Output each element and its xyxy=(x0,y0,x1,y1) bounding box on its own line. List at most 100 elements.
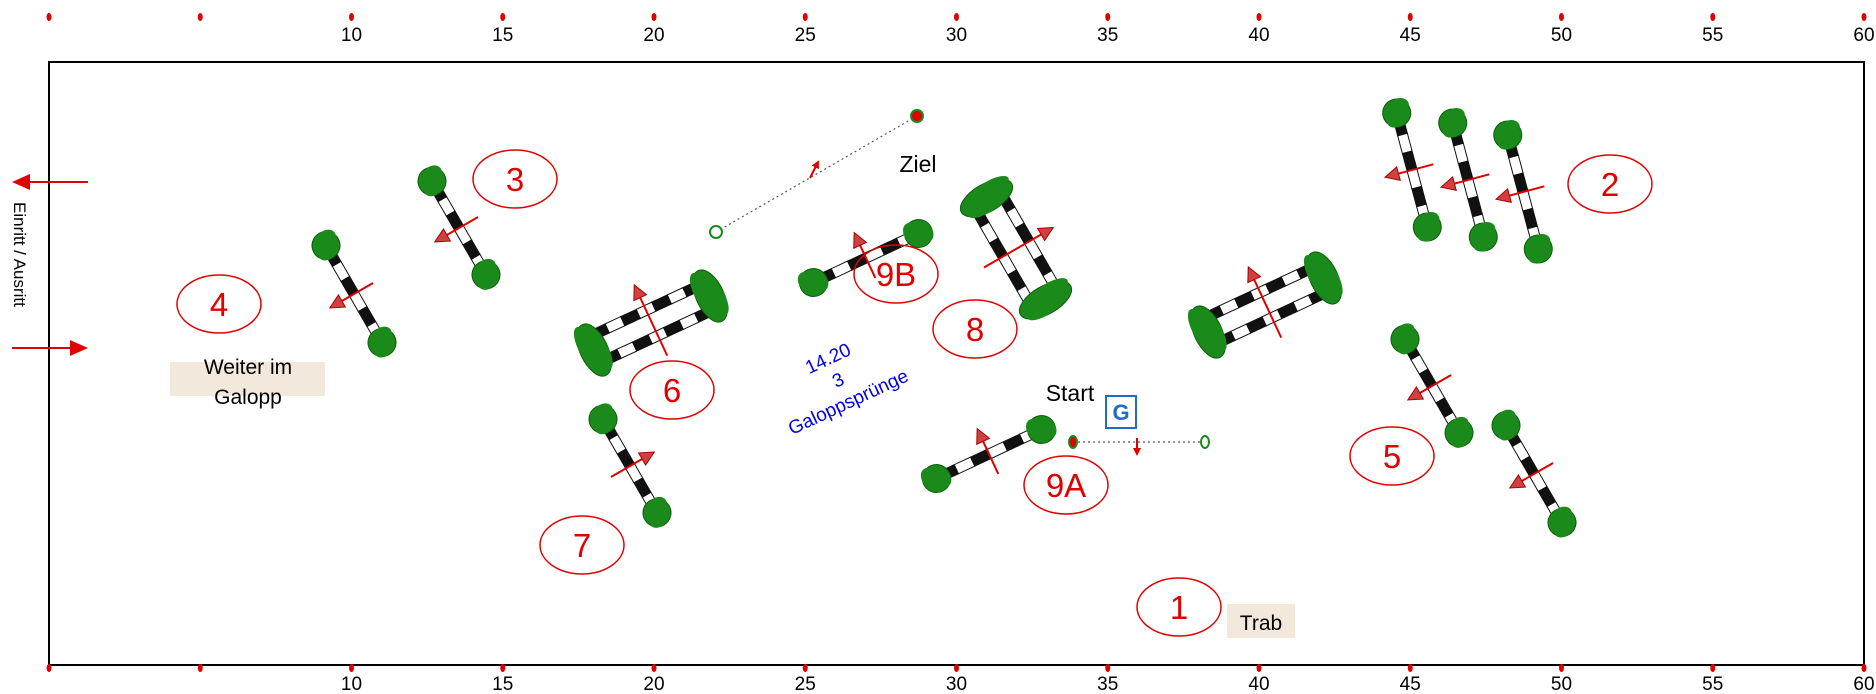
jump-number-4: 4 xyxy=(210,286,228,323)
ruler-bottom-tick xyxy=(1256,664,1262,672)
bush-icon xyxy=(1382,97,1412,128)
ruler-bottom-tick xyxy=(1407,664,1413,672)
direction-arrow-head xyxy=(1247,265,1262,284)
finish-flag-left-icon xyxy=(709,225,723,239)
bush-icon xyxy=(1303,251,1343,305)
jump-3 xyxy=(417,165,501,290)
entrance-arrows: Einritt / Ausritt xyxy=(10,174,88,356)
direction-arrow xyxy=(1249,271,1283,339)
direction-arrow-head xyxy=(1494,187,1512,204)
bush-icon xyxy=(367,326,397,358)
finish-flag-right-icon xyxy=(910,109,924,123)
ruler-bottom-label: 15 xyxy=(492,674,513,694)
jump-2a xyxy=(1382,97,1442,242)
finish-line xyxy=(709,109,924,239)
bush-icon xyxy=(573,323,613,377)
ruler-bottom-tick xyxy=(1710,664,1716,672)
ruler-top-tick xyxy=(954,13,959,21)
ruler-bottom-label: 35 xyxy=(1097,674,1118,694)
direction-arrow-head xyxy=(853,231,868,250)
jump-2c xyxy=(1493,119,1553,264)
bush-icon xyxy=(1390,323,1420,355)
direction-arrow xyxy=(983,229,1049,269)
ruler-top-tick xyxy=(1256,13,1262,21)
start-flag-left-icon xyxy=(1068,435,1078,449)
jump-7 xyxy=(588,403,672,528)
ruler-bottom-tick xyxy=(651,664,657,672)
ruler-top-label: 45 xyxy=(1400,25,1421,46)
obstacles xyxy=(311,97,1577,538)
bush-icon xyxy=(1523,233,1553,264)
ruler-top-tick xyxy=(1559,13,1564,21)
bush-icon xyxy=(471,258,501,290)
entrance-label: Einritt / Ausritt xyxy=(10,202,29,307)
jump-4 xyxy=(311,229,397,358)
ruler-bottom-label: 45 xyxy=(1400,674,1421,694)
finish-label: Ziel xyxy=(899,151,936,177)
bush-icon xyxy=(417,165,447,197)
ruler-top-tick xyxy=(500,13,506,21)
bush-icon xyxy=(1187,305,1227,359)
ruler-top-label: 55 xyxy=(1702,25,1723,46)
jump-2b xyxy=(1438,107,1498,252)
start-flag-right-icon xyxy=(1200,435,1210,449)
start-line xyxy=(1068,435,1210,456)
direction-arrow-head xyxy=(1036,226,1055,242)
bush-icon xyxy=(902,218,934,248)
direction-arrow-head xyxy=(637,451,656,467)
g-box xyxy=(1105,395,1137,429)
jump-number-9b: 9B xyxy=(876,256,916,293)
direction-arrow-head xyxy=(328,293,347,309)
ruler-top-tick xyxy=(1407,13,1413,21)
start-label: Start xyxy=(1046,380,1095,406)
ruler-bottom-tick xyxy=(802,664,808,672)
ruler-top-tick xyxy=(651,13,657,21)
jump-5b xyxy=(1491,409,1577,538)
bush-icon xyxy=(1493,119,1523,150)
ruler-top-label: 20 xyxy=(643,25,664,46)
jump-number-1: 1 xyxy=(1170,589,1188,626)
distance-note-line2: 3 xyxy=(829,369,847,393)
ruler-top-tick xyxy=(197,13,203,21)
ruler-bottom-tick xyxy=(197,664,203,672)
jump-number-2: 2 xyxy=(1601,166,1619,203)
jump-number-8: 8 xyxy=(966,311,984,348)
jump-9a xyxy=(920,414,1057,494)
canter-label-bg xyxy=(170,362,325,396)
direction-arrow-head xyxy=(1383,165,1401,182)
jump-numbers: 1 2 3 4 5 6 7 8 9A 9B xyxy=(176,149,1653,637)
ruler-top: 10 15 20 25 30 35 40 45 50 55 60 xyxy=(46,13,1875,46)
ruler-bottom-tick xyxy=(349,664,354,672)
direction-arrow-head xyxy=(633,283,648,302)
distance-note-line1: 14.20 xyxy=(802,340,854,379)
direction-arrow-head xyxy=(1439,175,1457,192)
jump-number-5: 5 xyxy=(1383,438,1401,475)
ruler-bottom-label: 55 xyxy=(1702,674,1723,694)
trot-label: Trab xyxy=(1240,612,1282,635)
jump-var xyxy=(1187,251,1343,359)
ruler-top-label: 60 xyxy=(1853,25,1874,46)
distance-note: 14.20 3 Galoppsprünge xyxy=(785,340,912,440)
ruler-bottom-tick xyxy=(1861,664,1867,672)
jump-number-9a: 9A xyxy=(1046,467,1086,504)
bush-icon xyxy=(1018,278,1073,321)
ruler-bottom-tick xyxy=(1559,664,1564,672)
ruler-bottom-label: 25 xyxy=(795,674,816,694)
ruler-bottom-tick xyxy=(1105,664,1111,672)
direction-arrow xyxy=(635,289,669,357)
jump-6 xyxy=(573,269,729,377)
entry-arrow-head xyxy=(70,340,88,356)
ruler-bottom-tick xyxy=(500,664,506,672)
jump-number-7: 7 xyxy=(573,527,591,564)
bush-icon xyxy=(920,464,952,494)
ruler-top-label: 35 xyxy=(1097,25,1118,46)
ruler-top-label: 50 xyxy=(1551,25,1572,46)
ruler-top-label: 15 xyxy=(492,25,513,46)
distance-note-line3: Galoppsprünge xyxy=(785,366,912,440)
bush-icon xyxy=(797,268,829,298)
ruler-top-label: 30 xyxy=(946,25,967,46)
direction-arrow-head xyxy=(1406,385,1425,401)
direction-arrow-head xyxy=(976,427,991,446)
ruler-top-tick xyxy=(1710,13,1716,21)
